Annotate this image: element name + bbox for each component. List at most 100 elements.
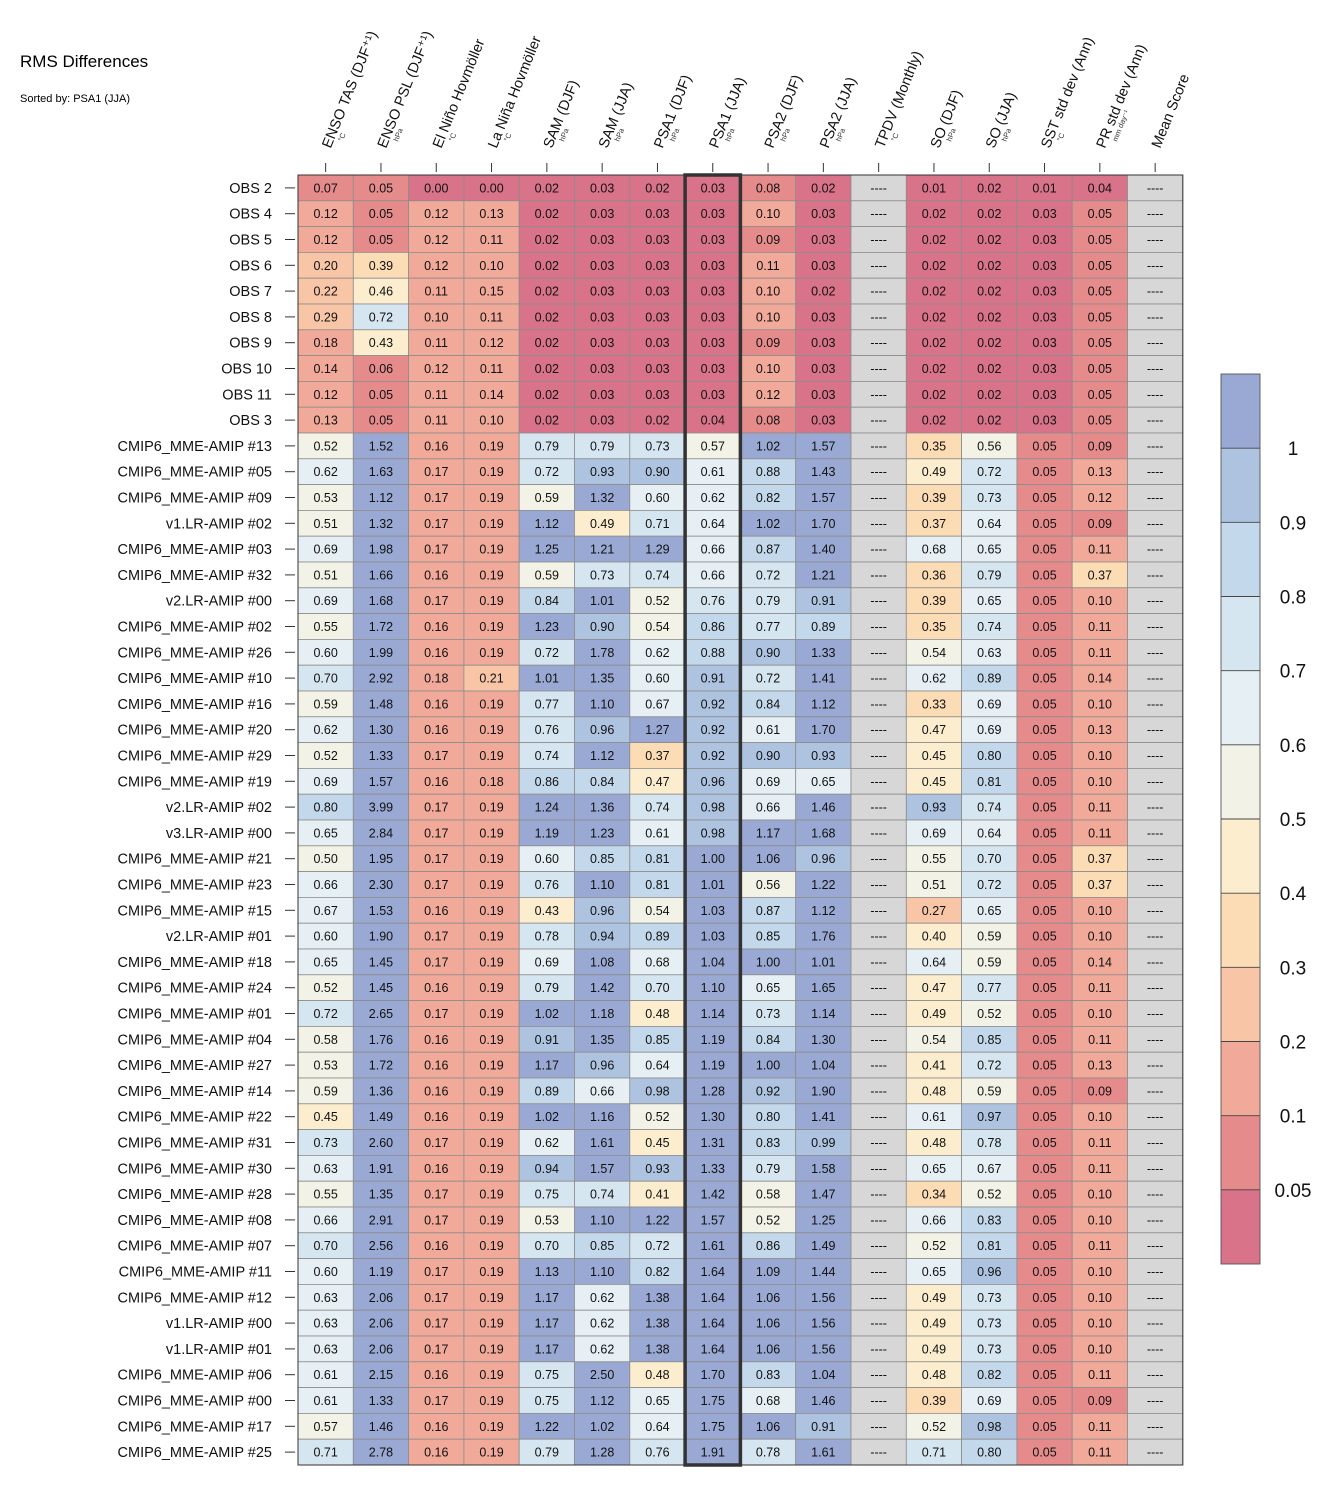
- heatmap-cell: [795, 922, 852, 950]
- cell-value-label: 0.37: [1088, 852, 1112, 866]
- heatmap-cell: [1016, 613, 1073, 640]
- cell-value-label: 0.17: [424, 749, 448, 763]
- heatmap-cell: [850, 251, 907, 279]
- cell-value-label: ----: [870, 1342, 887, 1356]
- cell-value-label: 0.02: [922, 336, 946, 350]
- cell-value-label: 0.11: [1088, 826, 1111, 840]
- cell-value-label: 0.05: [1032, 697, 1056, 711]
- heatmap-cell: [629, 277, 686, 305]
- cell-value-label: 1.33: [369, 1394, 393, 1408]
- cell-value-label: 0.47: [645, 775, 669, 789]
- heatmap-cell: [1016, 432, 1073, 460]
- heatmap-cell: [795, 380, 852, 408]
- heatmap-cell: [463, 535, 520, 563]
- colorbar-tick-label: 1: [1288, 439, 1299, 460]
- heatmap-cell: [463, 484, 520, 511]
- cell-value-label: 0.19: [479, 1317, 503, 1331]
- cell-value-label: 0.03: [590, 336, 614, 350]
- cell-value-label: 0.68: [756, 1394, 780, 1408]
- cell-value-label: 0.18: [479, 775, 503, 789]
- cell-value-label: ----: [870, 620, 887, 634]
- cell-value-label: 0.05: [1088, 285, 1112, 299]
- cell-value-label: 0.73: [645, 439, 669, 453]
- heatmap-cell: [795, 1438, 852, 1466]
- cell-value-label: 0.92: [701, 749, 725, 763]
- cell-value-label: 0.05: [1032, 1239, 1056, 1253]
- cell-value-label: 0.87: [756, 543, 780, 557]
- cell-value-label: 0.02: [977, 362, 1001, 376]
- cell-value-label: 0.08: [756, 181, 780, 195]
- heatmap-cell: [463, 561, 520, 589]
- cell-value-label: 1.22: [645, 1213, 669, 1227]
- cell-value-label: 0.85: [645, 1033, 669, 1047]
- colorbar-segment: [1221, 522, 1260, 597]
- heatmap-cell: [1127, 329, 1184, 356]
- cell-value-label: 1.24: [535, 801, 559, 815]
- cell-value-label: ----: [1147, 362, 1164, 376]
- cell-value-label: 0.61: [922, 1110, 946, 1124]
- cell-value-label: 1.12: [369, 491, 393, 505]
- heatmap-cell: [518, 1284, 575, 1311]
- cell-value-label: 1.66: [369, 568, 393, 582]
- heatmap-cell: [740, 1051, 797, 1079]
- cell-value-label: ----: [870, 1188, 887, 1202]
- cell-value-label: 1.57: [811, 439, 835, 453]
- cell-value-label: 2.50: [590, 1368, 614, 1382]
- cell-value-label: 0.37: [645, 749, 669, 763]
- row-label: OBS 5: [229, 233, 272, 249]
- heatmap-cell: [297, 1000, 354, 1027]
- row-label: CMIP6_MME-AMIP #15: [118, 903, 272, 919]
- heatmap-cell: [961, 1413, 1018, 1440]
- heatmap-cell: [740, 1077, 797, 1105]
- cell-value-label: 0.62: [590, 1291, 614, 1305]
- heatmap-cell: [1127, 1180, 1184, 1208]
- heatmap-cell: [463, 1051, 520, 1079]
- cell-value-label: 0.19: [479, 1420, 503, 1434]
- heatmap-cell: [1071, 716, 1128, 743]
- cell-value-label: 0.13: [1088, 465, 1112, 479]
- heatmap-cell: [629, 535, 686, 563]
- cell-value-label: 0.43: [369, 336, 393, 350]
- cell-value-label: 0.36: [922, 568, 946, 582]
- cell-value-label: 0.91: [701, 672, 725, 686]
- cell-value-label: 0.69: [977, 723, 1001, 737]
- heatmap-cell: [408, 380, 465, 408]
- cell-value-label: 1.70: [811, 723, 835, 737]
- heatmap-cell: [352, 1051, 409, 1079]
- heatmap-cell: [297, 897, 354, 924]
- heatmap-cell: [795, 587, 852, 614]
- cell-value-label: 0.12: [424, 207, 448, 221]
- cell-value-label: 0.02: [922, 362, 946, 376]
- cell-value-label: 0.65: [977, 543, 1001, 557]
- heatmap-cell: [684, 509, 741, 537]
- heatmap-cell: [740, 664, 797, 692]
- heatmap-cell: [352, 1103, 409, 1131]
- cell-value-label: 1.46: [811, 1394, 835, 1408]
- heatmap-cell: [1127, 587, 1184, 614]
- row-label: CMIP6_MME-AMIP #32: [118, 568, 272, 584]
- heatmap-cell: [740, 458, 797, 485]
- cell-value-label: ----: [870, 723, 887, 737]
- cell-value-label: 1.21: [811, 568, 835, 582]
- cell-value-label: 0.10: [756, 310, 780, 324]
- cell-value-label: 0.03: [645, 285, 669, 299]
- colorbar-segment: [1221, 374, 1260, 449]
- cell-value-label: 1.64: [701, 1291, 725, 1305]
- cell-value-label: 1.99: [369, 646, 393, 660]
- cell-value-label: 0.09: [756, 336, 780, 350]
- cell-value-label: ----: [1147, 801, 1164, 815]
- heatmap-cell: [905, 432, 962, 460]
- cell-value-label: 0.05: [369, 233, 393, 247]
- cell-value-label: 0.11: [1088, 1136, 1111, 1150]
- cell-value-label: 1.10: [590, 1265, 614, 1279]
- heatmap-cell: [629, 1103, 686, 1131]
- cell-value-label: 1.30: [701, 1110, 725, 1124]
- heatmap-cell: [740, 509, 797, 537]
- heatmap-cell: [961, 587, 1018, 614]
- cell-value-label: 0.72: [977, 465, 1001, 479]
- cell-value-label: 1.91: [701, 1446, 725, 1460]
- heatmap-cell: [795, 1361, 852, 1389]
- cell-value-label: ----: [1147, 1162, 1164, 1176]
- heatmap-cell: [961, 1129, 1018, 1156]
